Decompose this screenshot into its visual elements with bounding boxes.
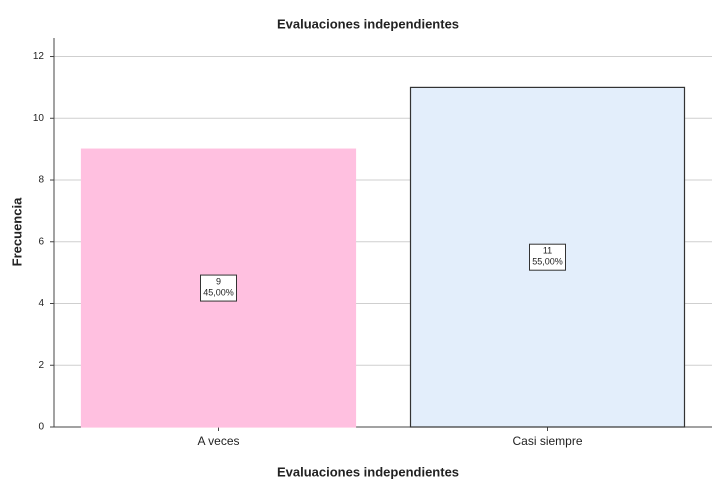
y-tick-label: 6 xyxy=(38,236,44,247)
y-tick-label: 10 xyxy=(33,113,45,124)
x-tick-label: Casi siempre xyxy=(512,434,582,448)
x-tick-label: A veces xyxy=(197,434,239,448)
percentage-label: 45,00% xyxy=(203,287,234,297)
data-label-box xyxy=(529,243,566,271)
percentage-label: 55,00% xyxy=(532,257,563,267)
y-tick-label: 12 xyxy=(33,51,45,62)
y-tick-label: 8 xyxy=(38,175,44,186)
x-axis-label: Evaluaciones independientes xyxy=(277,464,459,479)
data-label: 11 xyxy=(543,246,552,256)
y-axis-label: Frecuencia xyxy=(9,197,24,266)
y-tick-label: 0 xyxy=(38,422,44,433)
y-tick-label: 2 xyxy=(38,360,44,371)
chart-title: Evaluaciones independientes xyxy=(277,16,459,31)
data-label: 9 xyxy=(216,276,221,286)
y-tick-label: 4 xyxy=(38,298,44,309)
data-label-box xyxy=(200,274,237,302)
